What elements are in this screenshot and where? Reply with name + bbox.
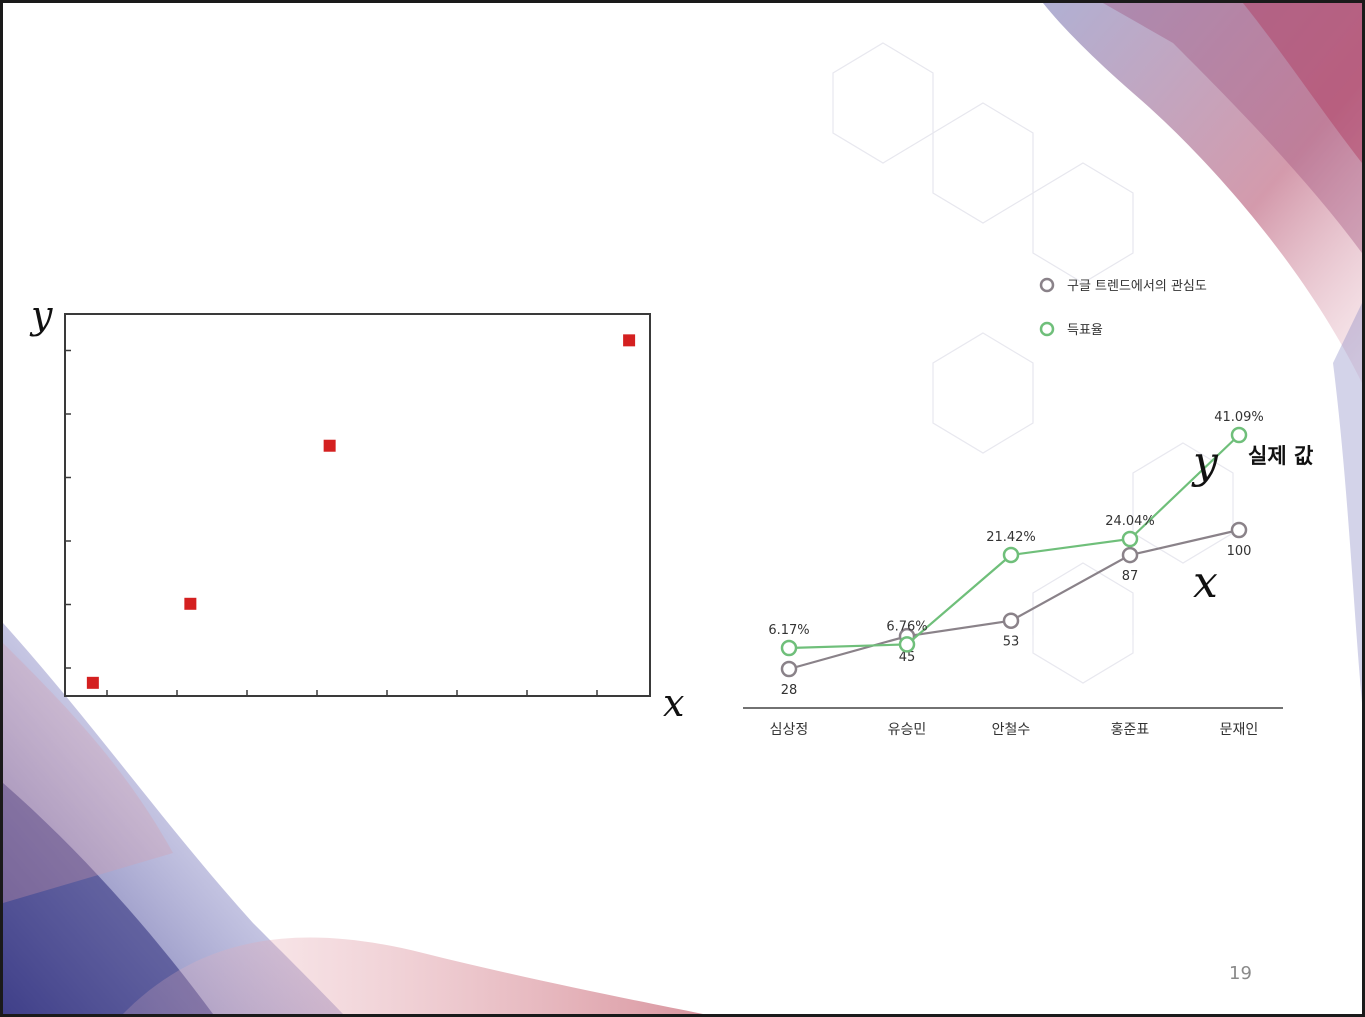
- page-number: 19: [1229, 963, 1252, 984]
- scatter-point: [623, 334, 636, 347]
- x-axis-tick-labels: 심상정 유승민 안철수 홍준표 문재인: [770, 722, 1259, 738]
- data-label: 45: [899, 650, 916, 665]
- data-point: [780, 639, 798, 657]
- legend-marker-vote: [1039, 321, 1055, 337]
- scatter-chart: y x: [29, 293, 684, 725]
- series-group: 28 45 53 87 100 6.17% 6.76% 21.42% 24.04% 41.09%: [768, 410, 1263, 698]
- data-label: 53: [1003, 635, 1020, 650]
- data-label: 87: [1122, 569, 1139, 584]
- legend-label-interest: 구글 트렌드에서의 관심도: [1067, 279, 1207, 294]
- x-tick-label: 심상정: [770, 722, 809, 738]
- data-label: 6.17%: [768, 623, 809, 638]
- x-tick-label: 유승민: [888, 722, 927, 738]
- data-point: [1230, 521, 1248, 539]
- series-vote: 6.17% 6.76% 21.42% 24.04% 41.09%: [768, 410, 1264, 657]
- line-chart: 구글 트렌드에서의 관심도 득표율 심상정 유승민 안철수 홍준표 문재인 28 45 53…: [743, 277, 1313, 738]
- data-point: [780, 660, 798, 678]
- x-tick-label: 문재인: [1220, 722, 1259, 738]
- data-point: [1002, 612, 1020, 629]
- data-label: 24.04%: [1105, 514, 1155, 529]
- data-point: [1121, 530, 1139, 548]
- scatter-point: [323, 439, 336, 452]
- data-label: 28: [781, 683, 798, 698]
- x-tick-label: 홍준표: [1111, 722, 1150, 738]
- data-point: [1002, 546, 1020, 564]
- scatter-points: [86, 334, 636, 689]
- legend: 구글 트렌드에서의 관심도 득표율: [1039, 277, 1207, 338]
- data-label: 6.76%: [886, 619, 927, 634]
- legend-marker-interest: [1039, 277, 1055, 293]
- data-point: [898, 636, 916, 653]
- scatter-y-ticks: [65, 349, 71, 669]
- scatter-y-axis-label: y: [29, 293, 53, 337]
- legend-item-vote: 득표율: [1039, 321, 1103, 338]
- x-tick-label: 안철수: [992, 722, 1031, 738]
- scatter-x-axis-label: x: [663, 681, 684, 725]
- scatter-x-ticks: [106, 690, 598, 696]
- scatter-plot-frame: [64, 313, 651, 697]
- scatter-point: [86, 676, 99, 689]
- data-point: [1230, 426, 1248, 444]
- background-decoration: [3, 3, 1362, 1014]
- data-label: 21.42%: [986, 530, 1036, 545]
- legend-item-interest: 구글 트렌드에서의 관심도: [1039, 277, 1207, 294]
- annotation-actual-value: 실제 값: [1248, 444, 1313, 468]
- legend-label-vote: 득표율: [1067, 323, 1103, 338]
- data-label: 100: [1227, 544, 1252, 559]
- annotation-x-symbol: x: [1193, 557, 1218, 608]
- scatter-point: [184, 597, 197, 610]
- data-point: [1121, 546, 1139, 564]
- annotation-y-symbol: y: [1191, 437, 1219, 488]
- data-label: 41.09%: [1214, 410, 1264, 425]
